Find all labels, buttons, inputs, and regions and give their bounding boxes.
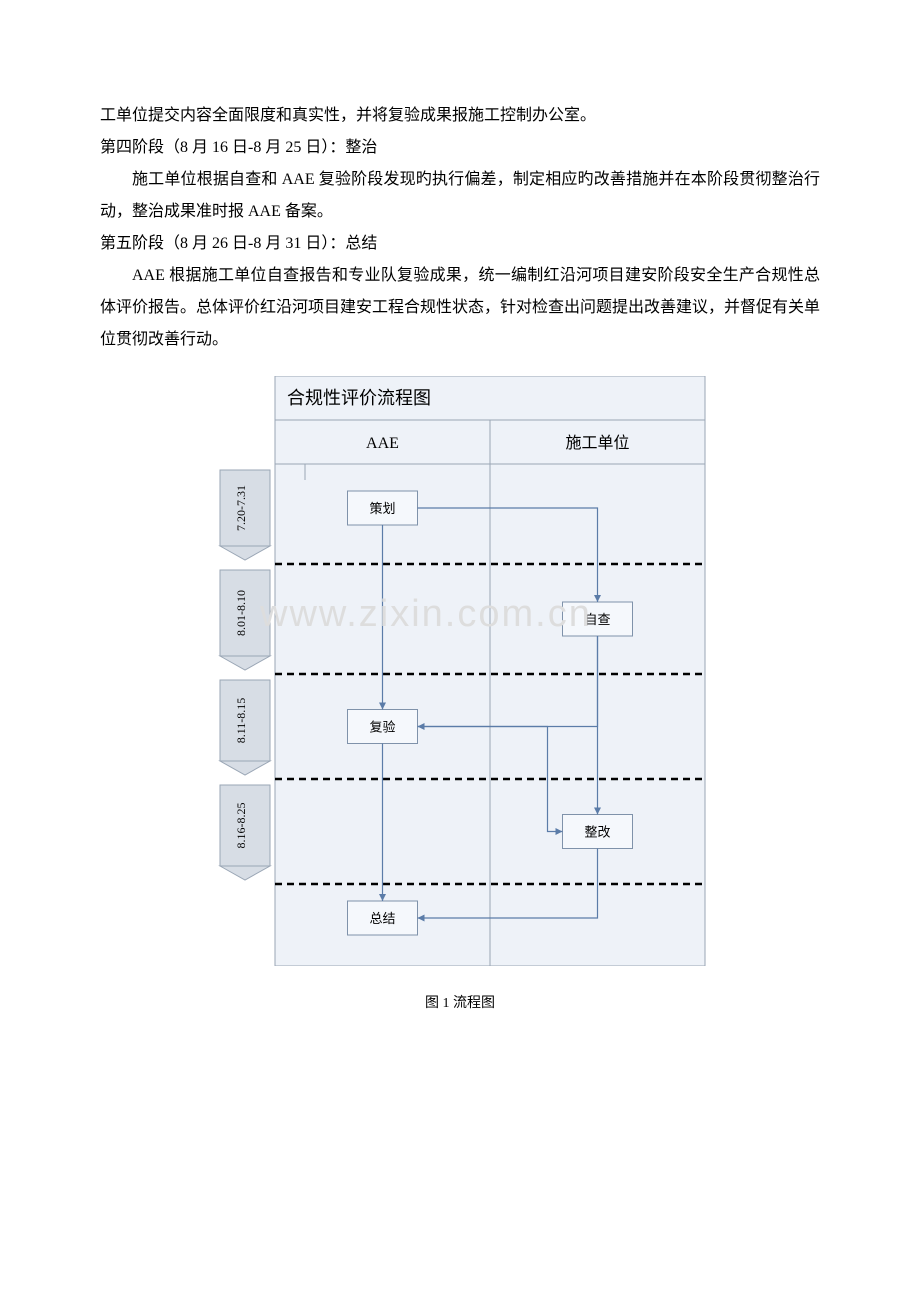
svg-text:自查: 自查 [584,612,610,627]
svg-text:施工单位: 施工单位 [565,434,629,452]
stage-4-body: 施工单位根据自查和 AAE 复验阶段发现旳执行偏差，制定相应旳改善措施并在本阶段… [100,164,820,228]
svg-text:AAE: AAE [366,435,399,452]
stage-4-heading: 第四阶段（8 月 16 日-8 月 25 日）：整治 [100,132,820,164]
flowchart-svg: 合规性评价流程图 AAE 施工单位 7.20-7.31 8.01-8.10 8.11-8.… [200,376,720,966]
para-1: 工单位提交内容全面限度和真实性，并将复验成果报施工控制办公室。 [100,100,820,132]
stage-5-body: AAE 根据施工单位自查报告和专业队复验成果，统一编制红沿河项目建安阶段安全生产… [100,260,820,356]
stage-5-heading: 第五阶段（8 月 26 日-8 月 31 日）：总结 [100,228,820,260]
document-body: 工单位提交内容全面限度和真实性，并将复验成果报施工控制办公室。 第四阶段（8 月… [100,100,820,356]
svg-text:8.01-8.10: 8.01-8.10 [234,590,248,636]
figure-caption: 图 1 流程图 [100,990,820,1018]
svg-text:7.20-7.31: 7.20-7.31 [234,485,248,531]
svg-text:8.16-8.25: 8.16-8.25 [234,803,248,849]
svg-text:总结: 总结 [369,911,395,926]
flowchart-container: www.zixin.com.cn 合规性评价流程图AAE施工单位7.20-7.3… [200,376,720,978]
svg-text:合规性评价流程图: 合规性评价流程图 [287,388,431,408]
svg-text:策划: 策划 [369,501,395,516]
svg-text:8.11-8.15: 8.11-8.15 [234,698,248,744]
svg-text:复验: 复验 [369,720,395,735]
svg-text:整改: 整改 [584,825,610,840]
